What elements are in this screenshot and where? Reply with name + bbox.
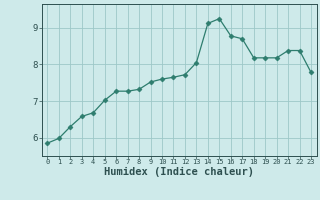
X-axis label: Humidex (Indice chaleur): Humidex (Indice chaleur) <box>104 167 254 177</box>
